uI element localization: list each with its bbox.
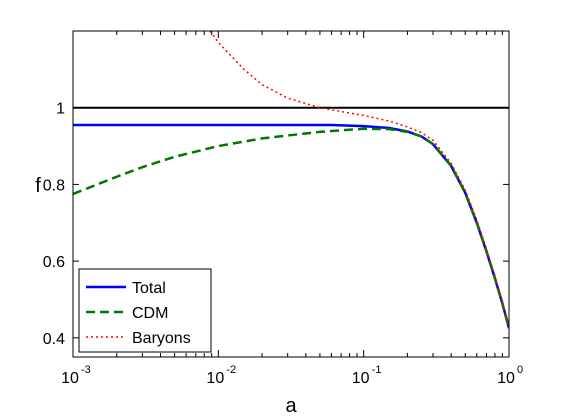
legend-label-cdm: CDM	[132, 305, 168, 322]
y-tick-label: 0.6	[43, 254, 65, 271]
axes-frame	[72, 30, 510, 358]
x-tick-exponent: 0	[517, 364, 523, 376]
y-axis-label: f	[35, 175, 41, 197]
x-tick-label: 10	[497, 370, 515, 387]
x-tick-label: 10	[61, 370, 79, 387]
x-tick-exponent: -1	[372, 364, 382, 376]
y-tick-label: 0.8	[43, 177, 65, 194]
legend: Total CDM Baryons	[78, 268, 212, 353]
series-layer	[73, 31, 509, 329]
legend-items: Total CDM Baryons	[86, 280, 191, 347]
legend-label-total: Total	[132, 280, 166, 297]
legend-label-baryons: Baryons	[132, 330, 191, 347]
x-tick-exponent: -2	[226, 364, 236, 376]
legend-box	[78, 268, 212, 353]
x-tick-label: 10	[352, 370, 370, 387]
series-line-cdm	[73, 127, 509, 329]
y-tick-label: 0.4	[43, 331, 65, 348]
x-axis-label: a	[285, 395, 297, 417]
x-tick-exponent: -3	[81, 364, 91, 376]
y-tick-label: 1	[56, 101, 65, 118]
x-tick-label: 10	[206, 370, 224, 387]
